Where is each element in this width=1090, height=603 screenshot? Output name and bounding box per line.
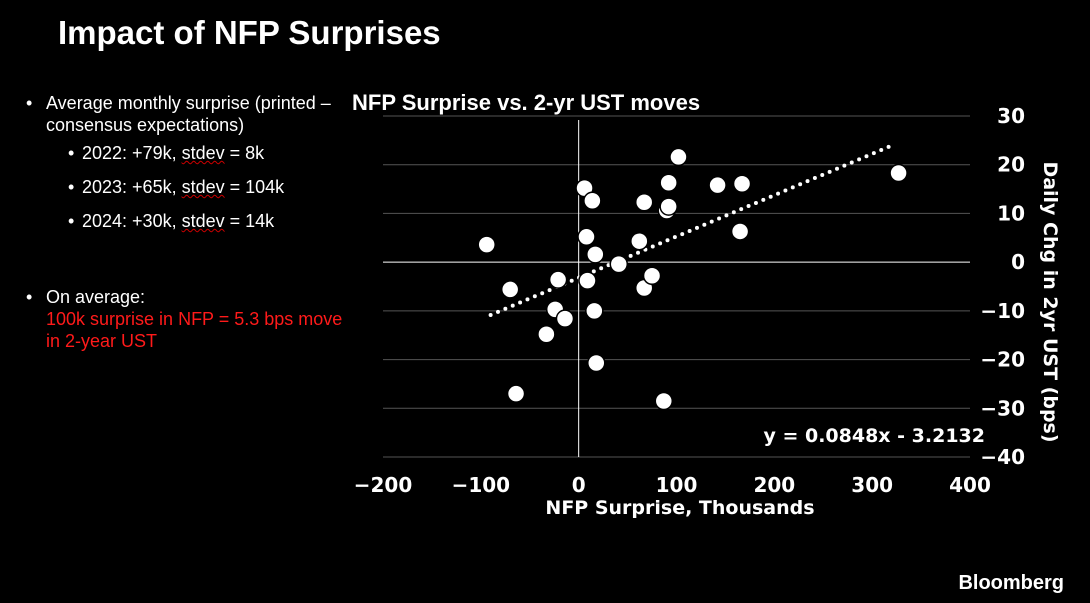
data-point — [587, 353, 606, 373]
x-tick-label: 200 — [753, 473, 795, 497]
sub-bullet-list: 2022: +79k, stdev = 8k 2023: +65k, stdev… — [26, 142, 346, 232]
y-tick-label: 20 — [997, 153, 1025, 177]
data-point — [548, 270, 568, 289]
data-point — [732, 174, 752, 193]
data-point — [477, 235, 496, 254]
data-point — [659, 197, 678, 216]
y-tick-label: 10 — [997, 201, 1025, 225]
bloomberg-logo: Bloomberg — [958, 572, 1064, 594]
bullet-list: Average monthly surprise (printed – cons… — [26, 92, 346, 352]
data-point — [708, 175, 727, 195]
data-point — [586, 245, 605, 264]
sub-bullet-value: 2024: +30k, — [82, 211, 182, 231]
sub-bullet-rest: = 104k — [224, 177, 285, 197]
x-tick-label: 300 — [851, 473, 893, 497]
data-point — [634, 192, 654, 212]
sub-bullet-2023: 2023: +65k, stdev = 104k — [68, 176, 346, 198]
sub-bullet-value: 2023: +65k, — [82, 177, 182, 197]
trendline — [488, 142, 896, 317]
x-tick-label: 0 — [572, 473, 586, 497]
x-axis-title: NFP Surprise, Thousands — [545, 497, 814, 519]
highlight-text: 100k surprise in NFP = 5.3 bps move in 2… — [46, 309, 343, 351]
sub-bullet-rest: = 14k — [224, 211, 275, 231]
y-tick-label: 0 — [1011, 250, 1025, 274]
data-point — [555, 309, 575, 328]
data-point — [578, 271, 597, 290]
sub-bullet-2024: 2024: +30k, stdev = 14k — [68, 210, 346, 232]
bullet-average-surprise: Average monthly surprise (printed – cons… — [26, 92, 346, 136]
data-point — [654, 391, 674, 411]
x-tick-label: −100 — [452, 473, 511, 497]
sub-bullet-term: stdev — [181, 143, 225, 163]
y-axis-title: Daily Chg in 2yr UST (bps) — [1039, 161, 1061, 442]
data-point — [669, 147, 688, 167]
sub-bullet-2022: 2022: +79k, stdev = 8k — [68, 142, 346, 164]
y-tick-label: −20 — [980, 348, 1025, 372]
x-tick-label: −200 — [354, 473, 413, 497]
data-point — [583, 191, 602, 211]
chart-title: NFP Surprise vs. 2-yr UST moves — [352, 90, 701, 115]
slide-title: Impact of NFP Surprises — [58, 14, 441, 51]
bullet-text: Average monthly surprise (printed – cons… — [46, 93, 331, 135]
data-point — [537, 324, 556, 344]
bullet-text: On average: — [46, 287, 146, 307]
data-point — [730, 222, 750, 241]
data-point — [506, 384, 526, 403]
x-tick-label: 100 — [656, 473, 698, 497]
trendline-equation: y = 0.0848x - 3.2132 — [763, 425, 985, 447]
data-point — [659, 173, 678, 192]
data-point — [585, 301, 604, 321]
bullet-on-average: On average: 100k surprise in NFP = 5.3 b… — [26, 286, 346, 352]
data-point — [577, 227, 596, 247]
data-point — [630, 231, 649, 251]
sub-bullet-value: 2022: +79k, — [82, 143, 182, 163]
y-tick-label: −30 — [980, 396, 1025, 420]
y-tick-label: 30 — [997, 104, 1025, 128]
sub-bullet-term: stdev — [181, 177, 225, 197]
data-point — [642, 266, 662, 286]
sub-bullet-term: stdev — [181, 211, 225, 231]
data-point — [609, 254, 629, 274]
data-point — [889, 163, 908, 183]
data-point — [500, 280, 520, 299]
x-tick-label: 400 — [949, 473, 991, 497]
y-tick-label: −10 — [980, 299, 1025, 323]
y-tick-label: −40 — [980, 445, 1025, 469]
sub-bullet-rest: = 8k — [224, 143, 265, 163]
